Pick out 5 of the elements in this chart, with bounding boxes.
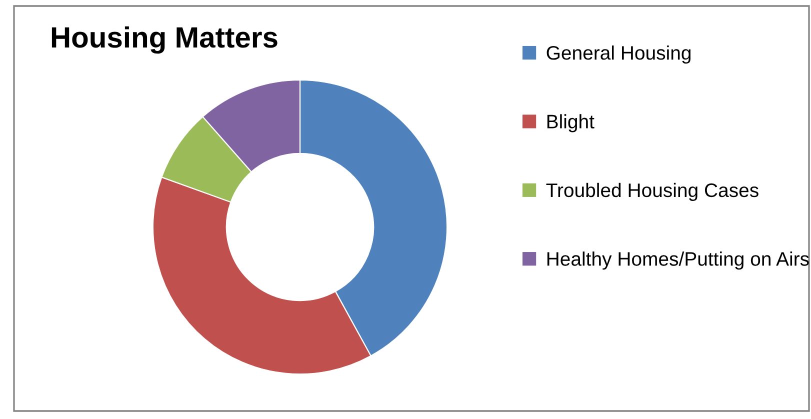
legend-label: General Housing — [546, 46, 690, 64]
chart-title: Housing Matters — [52, 26, 278, 54]
legend-label: Troubled Housing Cases — [546, 182, 758, 201]
legend-label: Blight — [547, 114, 594, 132]
legend-label: Healthy Homes/Putting on Airs — [547, 252, 809, 270]
